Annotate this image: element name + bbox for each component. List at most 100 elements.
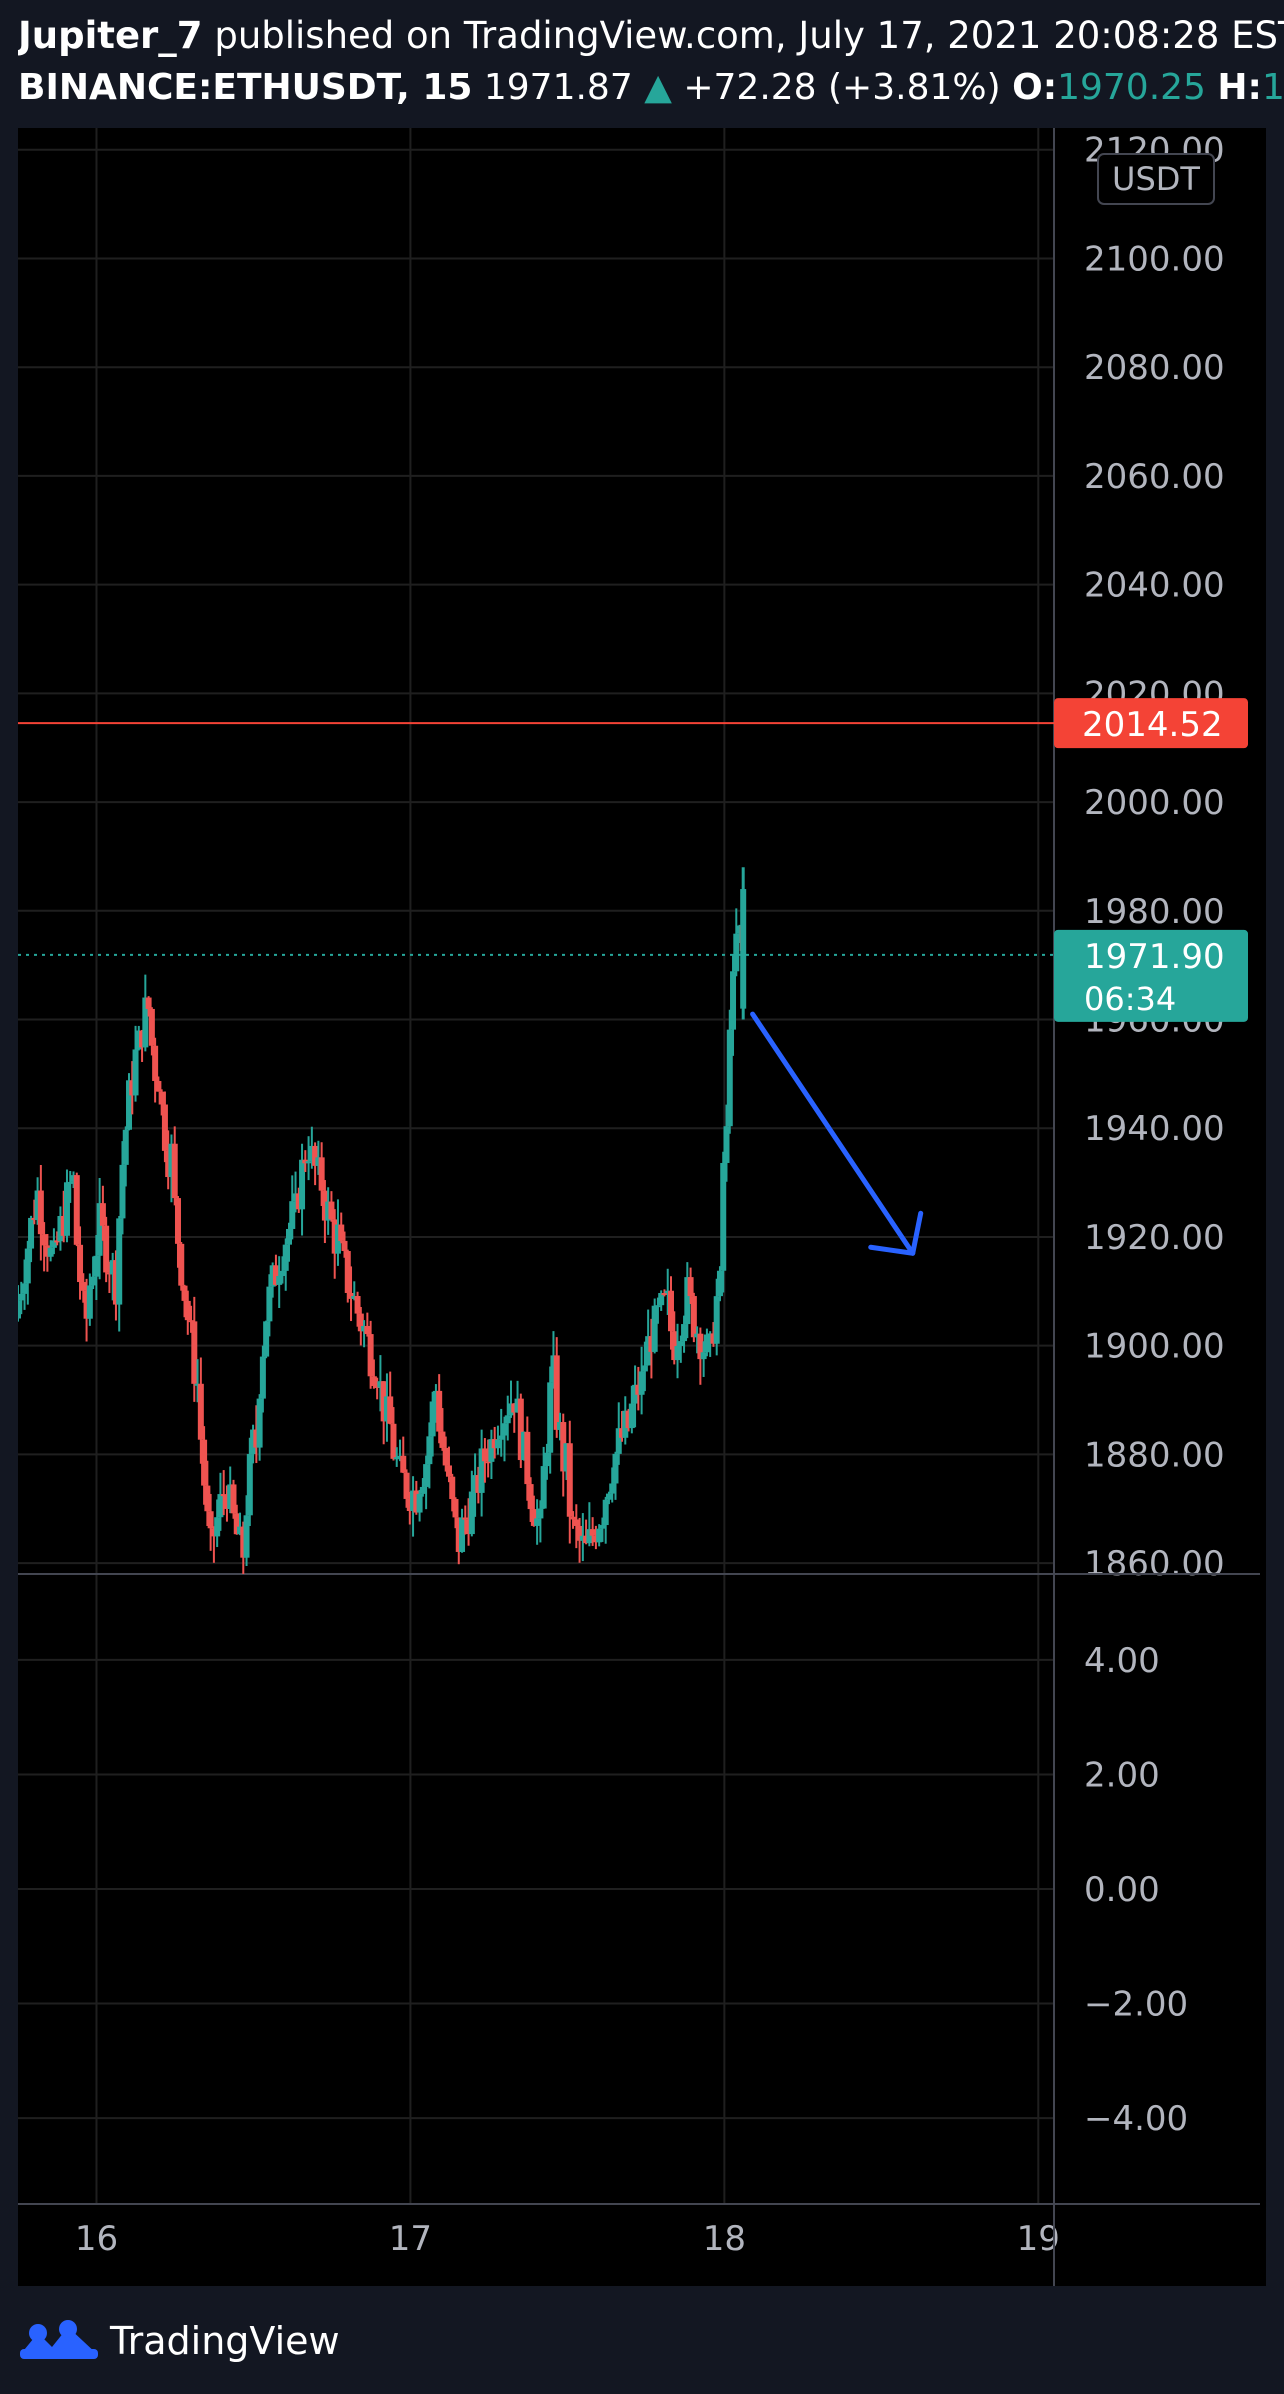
candle-body [266,1286,273,1322]
candle-body [86,1285,93,1319]
time-tick-label: 17 [389,2219,432,2259]
candle-body [161,1104,168,1151]
candle-body [73,1175,80,1245]
candle-body [413,1490,420,1513]
candle-body [217,1494,224,1518]
candle-body [733,933,740,972]
lower-tick-label: 2.00 [1084,1755,1160,1795]
candle-body [583,1535,590,1544]
candle-body [400,1455,407,1473]
high-value: 1983.46 [1261,67,1284,108]
candle-body [488,1439,495,1462]
candle-body [553,1355,560,1430]
candle-body [188,1320,195,1323]
candle-body [703,1334,710,1353]
candle-body [635,1384,642,1395]
candle-body [152,1045,159,1081]
candle-body [462,1517,469,1520]
candle-body [315,1157,322,1166]
time-tick-label: 19 [1017,2219,1060,2259]
candle-body [139,1030,146,1048]
candle-body [393,1457,400,1460]
candle-body [116,1218,123,1305]
candle-body [299,1159,306,1210]
candle-body [504,1415,511,1424]
symbol-name[interactable]: BINANCE:ETHUSDT, 15 [18,67,473,108]
candle-body [295,1193,302,1210]
candle-body [328,1201,335,1220]
price-tick-label: 2040.00 [1084,566,1225,606]
candle-body [442,1447,449,1466]
tradingview-logo-icon[interactable] [18,2319,100,2363]
candle-body [122,1129,129,1165]
candle-body [230,1484,237,1514]
candle-body [256,1398,263,1448]
candle-body [357,1313,364,1332]
price-tick-label: 2080.00 [1084,348,1225,388]
high-label: H: [1217,67,1262,108]
candle-body [155,1080,162,1092]
candle-body [106,1272,113,1275]
candle-body [596,1528,603,1543]
currency-label-box[interactable] [1097,153,1215,205]
candle-body [534,1518,541,1526]
candle-body [57,1216,64,1242]
price-tick-label: 1920.00 [1084,1218,1225,1258]
candle-body [690,1296,697,1338]
candle-body [713,1296,720,1344]
candle-body [109,1260,116,1275]
arrow-drawing[interactable] [750,1011,916,1256]
candle-body [566,1443,573,1517]
chart-area[interactable]: 2120.00 2100.00 2080.00 2060.00 2040.00 2020.… [18,128,1266,2286]
candle-body [423,1464,430,1487]
candle-body [67,1181,74,1184]
last-price-label: 1971.90 [1084,937,1225,977]
candle-body [508,1403,515,1416]
candle-body [250,1429,257,1455]
candle-body [697,1333,704,1360]
candle-body [220,1494,227,1497]
candle-body [380,1381,387,1422]
candle-body [168,1143,175,1178]
candle-body [537,1508,544,1519]
lower-tick-label: 0.00 [1084,1870,1160,1910]
candle-body [726,1029,733,1127]
candle-body [661,1293,668,1296]
candle-body [455,1517,462,1552]
candle-body [50,1240,57,1248]
candle-body [263,1321,270,1357]
candle-body [243,1515,250,1558]
candle-body [77,1244,84,1283]
candle-body [485,1461,492,1464]
candle-body [638,1371,645,1395]
candle-body [511,1403,518,1413]
candle-body [181,1285,188,1301]
price-tick-label: 1900.00 [1084,1327,1225,1367]
lower-tick-label: 4.00 [1084,1641,1160,1681]
candle-body [730,971,737,1030]
candle-body [687,1277,694,1297]
candle-body [93,1255,100,1277]
candle-body [628,1403,635,1429]
candle-body [237,1526,244,1535]
candle-body [321,1190,328,1221]
price-chart[interactable]: 2120.002100.002080.002060.002040.002020.… [18,128,1266,2286]
candle-body [723,1126,730,1163]
author-name[interactable]: Jupiter_7 [18,14,203,57]
candle-body [664,1290,671,1294]
candle-body [602,1499,609,1526]
candle-body [41,1234,48,1246]
candle-body [201,1439,208,1486]
candle-body [667,1290,674,1332]
candle-body [674,1345,681,1361]
candle-body [540,1466,547,1509]
candle-body [547,1382,554,1453]
candle-body [325,1201,332,1221]
price-tick-label: 2060.00 [1084,457,1225,497]
candle-body [543,1452,550,1467]
candle-body [573,1519,580,1526]
candle-body [119,1164,126,1219]
candle-body [654,1305,661,1308]
candle-body [96,1203,103,1256]
candle-body [18,1293,25,1301]
